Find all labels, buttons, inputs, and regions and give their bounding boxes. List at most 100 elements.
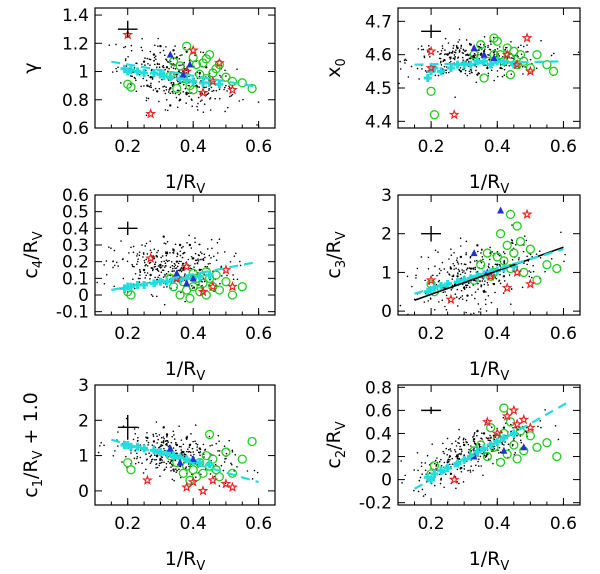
y-axis-label: c1/RV + 1.0	[20, 392, 46, 497]
data-point	[162, 426, 165, 429]
background-point	[160, 266, 163, 268]
background-point	[470, 71, 473, 73]
background-point	[167, 91, 170, 93]
data-point	[247, 436, 257, 447]
background-point	[251, 478, 254, 480]
data-point	[448, 108, 460, 120]
background-point	[462, 438, 465, 441]
data-point	[505, 70, 516, 80]
background-point	[130, 44, 133, 47]
background-point	[450, 56, 452, 59]
background-point	[185, 450, 188, 453]
background-point	[117, 445, 119, 447]
background-point	[501, 442, 503, 444]
background-point	[504, 48, 507, 51]
data-point	[175, 260, 179, 263]
x-tick-label: 0.6	[245, 324, 272, 344]
background-point	[437, 320, 439, 322]
background-point	[458, 442, 460, 445]
background-point	[180, 247, 183, 249]
background-point	[100, 442, 102, 444]
background-point	[162, 86, 164, 88]
data-point	[470, 249, 478, 257]
background-point	[485, 421, 488, 423]
data-point	[149, 273, 152, 277]
background-point	[173, 270, 175, 272]
background-point	[150, 293, 153, 296]
data-point	[466, 294, 469, 297]
background-point	[465, 269, 468, 271]
background-point	[152, 89, 155, 91]
background-point	[442, 450, 445, 453]
background-point	[168, 67, 170, 70]
background-point	[458, 457, 461, 460]
background-point	[399, 304, 402, 307]
background-point	[539, 420, 542, 422]
background-point	[488, 258, 491, 261]
background-point	[147, 444, 149, 446]
background-point	[136, 255, 138, 257]
y-tick-label: 0.6	[62, 119, 89, 139]
y-tick-label: 4.6	[365, 46, 392, 66]
background-point	[452, 262, 455, 265]
background-point	[190, 454, 192, 456]
background-point	[172, 252, 175, 254]
background-point	[131, 265, 134, 268]
background-point	[508, 274, 511, 276]
data-point	[189, 455, 197, 463]
data-point	[425, 62, 437, 73]
data-point	[449, 472, 453, 476]
data-point	[479, 73, 489, 83]
error-bar-cross	[421, 225, 442, 242]
background-point	[380, 330, 382, 332]
background-point	[153, 63, 156, 66]
background-point	[420, 45, 423, 47]
background-point	[479, 43, 482, 46]
background-point	[460, 44, 463, 47]
background-point	[173, 265, 176, 268]
background-point	[228, 439, 231, 442]
plot-frame	[94, 384, 276, 506]
background-point	[194, 241, 196, 244]
background-point	[112, 260, 114, 262]
data-point	[197, 285, 209, 297]
background-point	[212, 89, 215, 92]
background-point	[427, 268, 430, 270]
background-point	[157, 249, 159, 252]
background-point	[484, 454, 486, 457]
background-point	[449, 58, 451, 60]
background-point	[204, 256, 206, 259]
x-tick-label: 0.2	[418, 137, 445, 157]
y-tick-label: 2	[381, 225, 392, 245]
background-point	[133, 66, 136, 69]
data-point	[509, 60, 518, 69]
background-point	[95, 440, 96, 442]
data-point	[188, 282, 198, 292]
background-point	[468, 448, 470, 451]
background-point	[149, 240, 152, 243]
data-point	[476, 40, 486, 50]
background-point	[164, 275, 166, 277]
background-point	[144, 264, 146, 267]
background-point	[145, 468, 147, 471]
background-point	[451, 463, 454, 466]
background-point	[490, 301, 493, 304]
background-point	[400, 460, 403, 462]
background-point	[161, 265, 164, 267]
background-point	[172, 57, 175, 60]
background-point	[443, 53, 446, 56]
background-point	[180, 270, 183, 273]
background-point	[95, 458, 96, 460]
background-point	[162, 66, 165, 69]
background-point	[216, 252, 219, 254]
background-point	[441, 47, 444, 50]
background-point	[373, 469, 375, 471]
data-point	[425, 45, 437, 56]
background-point	[131, 263, 133, 266]
background-point	[550, 258, 553, 260]
data-point	[175, 443, 179, 447]
background-point	[458, 39, 461, 41]
background-point	[226, 90, 228, 92]
background-point	[481, 452, 483, 455]
data-point	[155, 454, 159, 457]
